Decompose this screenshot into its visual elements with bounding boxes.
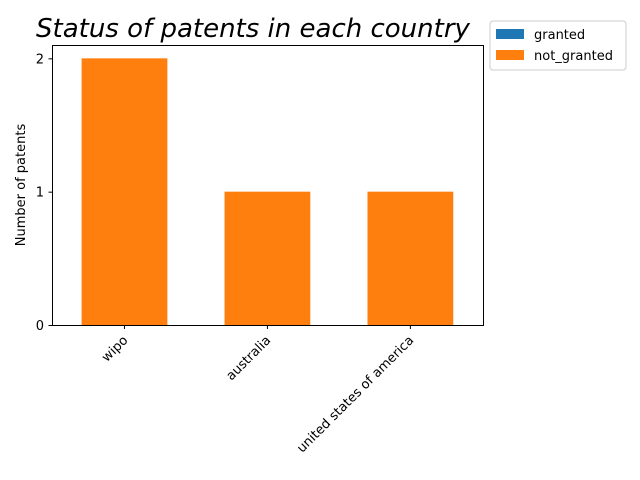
x-tick-label-wipo: wipo [99,333,131,365]
legend: granted not_granted [490,21,626,70]
y-tick-label: 1 [36,186,44,201]
legend-label-granted: granted [534,28,585,43]
legend-swatch-granted [496,29,524,39]
y-axis-ticks: 0 1 2 [36,52,52,334]
bar-not_granted-australia [225,192,311,325]
legend-label-not_granted: not_granted [534,49,613,64]
x-tick-label-australia: australia [224,333,275,384]
x-tick-label-united-states-of-america: united states of america [294,333,417,456]
bar-not_granted-wipo [82,58,168,325]
chart-title: Status of patents in each country [36,14,471,44]
y-axis-label: Number of patents [14,124,29,247]
y-tick-label: 0 [36,319,44,334]
bar-not_granted-united-states-of-america [367,192,453,325]
x-axis-ticks: wipo australia united states of america [99,326,417,457]
legend-swatch-not_granted [496,50,524,60]
y-tick-label: 2 [36,52,44,67]
